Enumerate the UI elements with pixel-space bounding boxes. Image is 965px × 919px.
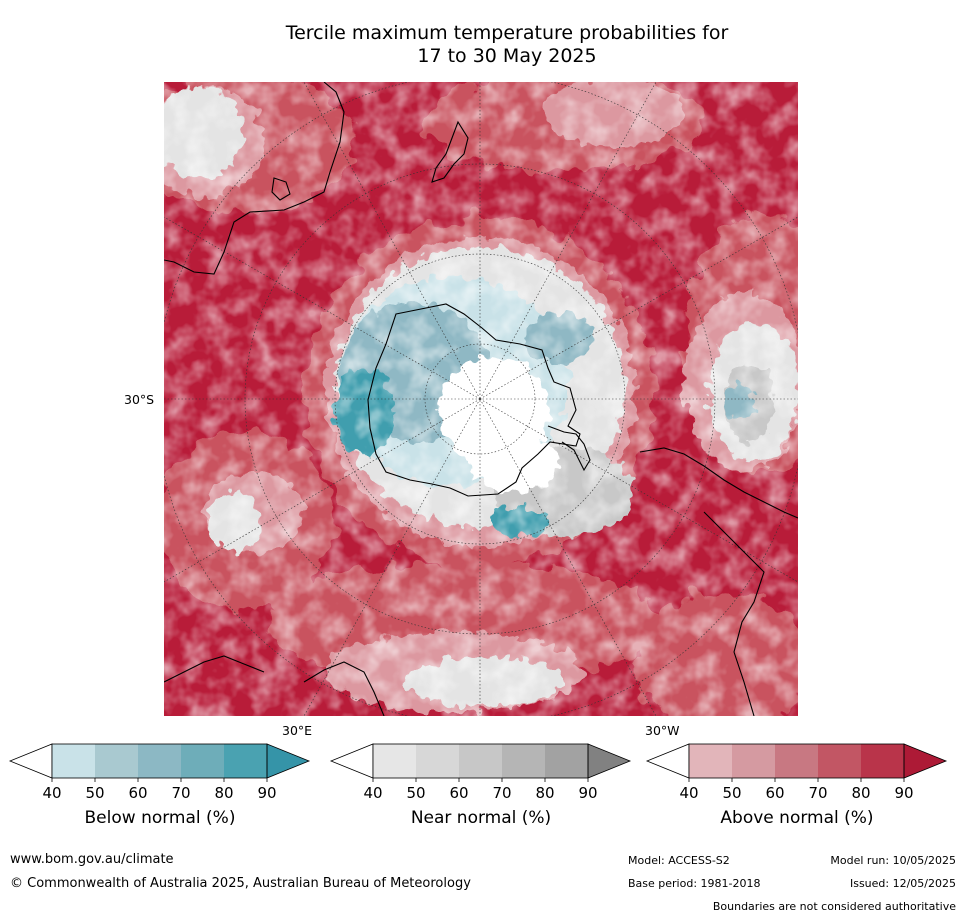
colorbar-tick-label: 90: [578, 784, 597, 802]
polar-map: [164, 82, 798, 716]
australia-coastline: [164, 82, 345, 275]
south-america-coastline: [639, 447, 798, 519]
colorbar-tick-label: 40: [42, 784, 61, 802]
colorbar-segment: [224, 744, 267, 778]
colorbar-segment: [459, 744, 502, 778]
colorbar-segment: [689, 744, 732, 778]
colorbar-arrow-high: [903, 743, 948, 779]
graticule: [164, 82, 798, 716]
colorbar-segment: [95, 744, 138, 778]
colorbar-tick-label: 60: [128, 784, 147, 802]
footer-model-run: Model run: 10/05/2025: [830, 854, 956, 867]
colorbar-arrow-low: [8, 743, 53, 779]
colorbar-segment: [732, 744, 775, 778]
colorbar-near-normal: 40 50 60 70 80 90: [329, 742, 632, 802]
colorbar-segment: [52, 744, 95, 778]
colorbar-segment: [545, 744, 588, 778]
colorbar-below-svg: 40 50 60 70 80 90: [8, 743, 311, 802]
latitude-label-30s: 30°S: [124, 392, 155, 407]
colorbar-above-normal: 40 50 60 70 80 90: [645, 742, 948, 802]
footer-base-period: Base period: 1981-2018: [628, 877, 761, 890]
longitude-label-30w: 30°W: [645, 723, 680, 738]
colorbar-arrow-high: [266, 743, 311, 779]
colorbar-tick-label: 90: [257, 784, 276, 802]
title-line-1: Tercile maximum temperature probabilitie…: [285, 22, 729, 44]
colorbar-tick-label: 40: [363, 784, 382, 802]
colorbar-above-svg: 40 50 60 70 80 90: [645, 743, 948, 802]
colorbar-near-svg: 40 50 60 70 80 90: [329, 743, 632, 802]
colorbar-segment: [775, 744, 818, 778]
colorbar-arrow-low: [329, 743, 374, 779]
colorbar-tick-label: 70: [492, 784, 511, 802]
colorbar-tick-label: 80: [851, 784, 870, 802]
map-title: Tercile maximum temperature probabilitie…: [160, 22, 854, 68]
colorbar-outline: [51, 743, 268, 779]
colorbar-segment: [416, 744, 459, 778]
colorbar-segment: [373, 744, 416, 778]
colorbar-below-normal: 40 50 60 70 80 90: [8, 742, 311, 802]
colorbar-segment: [861, 744, 904, 778]
colorbar-outline: [372, 743, 589, 779]
colorbar-above-title: Above normal (%): [720, 808, 874, 828]
antarctica-coastline: [367, 303, 581, 497]
antarctic-peninsula: [547, 425, 591, 472]
longitude-label-30e: 30°E: [282, 723, 313, 738]
colorbar-segment: [502, 744, 545, 778]
africa-coastline: [164, 655, 265, 683]
title-line-2: 17 to 30 May 2025: [417, 45, 597, 67]
footer-issued: Issued: 12/05/2025: [849, 877, 956, 890]
colorbar-segment: [138, 744, 181, 778]
colorbar-tick-label: 60: [449, 784, 468, 802]
colorbar-outline: [688, 743, 905, 779]
colorbar-below-title: Below normal (%): [84, 808, 236, 828]
footer-disclaimer: Boundaries are not considered authoritat…: [712, 900, 956, 913]
coastlines: [164, 82, 798, 716]
colorbar-tick-label: 90: [894, 784, 913, 802]
colorbar-tick-label: 60: [765, 784, 784, 802]
new-zealand-coastline: [431, 120, 469, 183]
colorbar-segment: [181, 744, 224, 778]
colorbar-tick-label: 40: [679, 784, 698, 802]
footer-website: www.bom.gov.au/climate: [10, 852, 174, 867]
footer-copyright: © Commonwealth of Australia 2025, Austra…: [10, 876, 471, 891]
colorbar-segment: [818, 744, 861, 778]
map-canvas: [164, 82, 798, 716]
colorbar-tick-label: 50: [406, 784, 425, 802]
colorbar-tick-label: 70: [171, 784, 190, 802]
colorbar-tick-label: 70: [808, 784, 827, 802]
colorbar-tick-label: 50: [85, 784, 104, 802]
tasmania-coastline: [271, 177, 291, 201]
colorbar-tick-label: 80: [535, 784, 554, 802]
colorbar-arrow-high: [587, 743, 632, 779]
colorbar-arrow-low: [645, 743, 690, 779]
footer-model: Model: ACCESS-S2: [628, 854, 730, 867]
colorbar-near-title: Near normal (%): [410, 808, 552, 828]
colorbar-tick-label: 80: [214, 784, 233, 802]
colorbar-tick-label: 50: [722, 784, 741, 802]
